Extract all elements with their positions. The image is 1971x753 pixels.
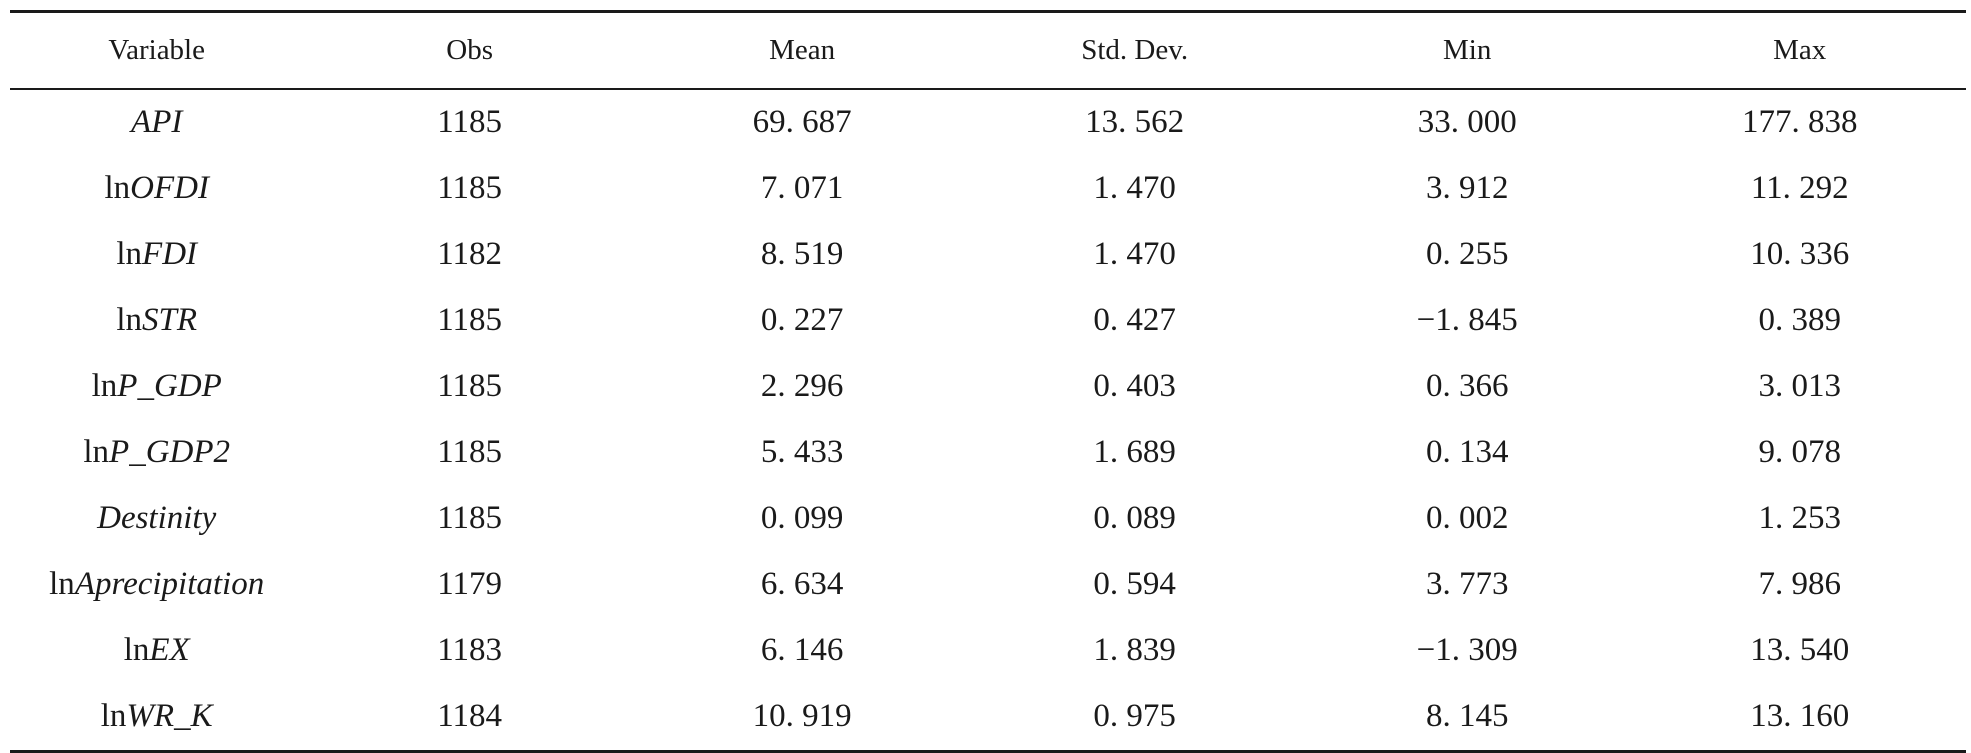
- obs-cell: 1185: [437, 302, 503, 338]
- max-cell: 11. 292: [1750, 170, 1849, 206]
- variable-name: OFDI: [130, 170, 209, 206]
- std-dev-cell: 13. 562: [1085, 104, 1185, 140]
- table-row: lnOFDI 1185 7. 071 1. 470 3. 912 11. 292: [10, 156, 1966, 222]
- table-header-rule: [10, 88, 1966, 90]
- std-dev-cell: 0. 089: [1093, 500, 1176, 536]
- max-cell: 7. 986: [1758, 566, 1841, 602]
- mean-cell: 10. 919: [752, 698, 852, 734]
- std-dev-cell: 0. 975: [1093, 698, 1176, 734]
- variable-cell: API: [10, 104, 303, 141]
- mean-cell: 8. 519: [760, 236, 844, 272]
- obs-cell: 1179: [437, 566, 503, 602]
- variable-cell: lnAprecipitation: [10, 566, 303, 603]
- table-top-rule: [10, 10, 1966, 13]
- min-cell: −1. 845: [1416, 302, 1518, 338]
- table-row: lnFDI 1182 8. 519 1. 470 0. 255 10. 336: [10, 222, 1966, 288]
- max-cell: 13. 160: [1750, 698, 1850, 734]
- std-dev-cell: 1. 470: [1093, 170, 1176, 206]
- variable-cell: lnWR_K: [10, 698, 303, 735]
- mean-cell: 69. 687: [752, 104, 852, 140]
- max-cell: 9. 078: [1758, 434, 1841, 470]
- std-dev-cell: 1. 470: [1093, 236, 1176, 272]
- variable-prefix: ln: [91, 368, 118, 404]
- mean-cell: 0. 099: [760, 500, 844, 536]
- variable-name: WR_K: [126, 698, 213, 734]
- variable-cell: lnP_GDP: [10, 368, 303, 405]
- obs-cell: 1185: [437, 170, 503, 206]
- variable-prefix: ln: [123, 632, 150, 668]
- header-max: Max: [1773, 34, 1827, 66]
- std-dev-cell: 0. 403: [1093, 368, 1176, 404]
- min-cell: 0. 134: [1425, 434, 1509, 470]
- variable-prefix: ln: [83, 434, 110, 470]
- variable-cell: lnSTR: [10, 302, 303, 339]
- obs-cell: 1183: [437, 632, 503, 668]
- min-cell: 3. 773: [1425, 566, 1509, 602]
- obs-cell: 1185: [437, 434, 503, 470]
- variable-prefix: ln: [104, 170, 131, 206]
- obs-cell: 1182: [437, 236, 503, 272]
- mean-cell: 5. 433: [760, 434, 844, 470]
- table-body: API 1185 69. 687 13. 562 33. 000 177. 83…: [10, 90, 1966, 750]
- obs-cell: 1185: [437, 500, 503, 536]
- variable-cell: lnFDI: [10, 236, 303, 273]
- header-mean: Mean: [769, 34, 836, 66]
- variable-name: P_GDP: [117, 368, 222, 404]
- obs-cell: 1185: [437, 104, 503, 140]
- std-dev-cell: 1. 839: [1093, 632, 1176, 668]
- header-variable: Variable: [108, 34, 205, 66]
- std-dev-cell: 1. 689: [1093, 434, 1176, 470]
- min-cell: 0. 002: [1425, 500, 1509, 536]
- mean-cell: 2. 296: [760, 368, 844, 404]
- min-cell: 0. 255: [1425, 236, 1509, 272]
- mean-cell: 7. 071: [760, 170, 844, 206]
- mean-cell: 6. 634: [760, 566, 844, 602]
- std-dev-cell: 0. 427: [1093, 302, 1176, 338]
- variable-prefix: ln: [100, 698, 127, 734]
- max-cell: 177. 838: [1741, 104, 1858, 140]
- header-min: Min: [1443, 34, 1492, 66]
- min-cell: 3. 912: [1425, 170, 1509, 206]
- max-cell: 10. 336: [1750, 236, 1850, 272]
- variable-name: EX: [149, 632, 190, 668]
- min-cell: 0. 366: [1425, 368, 1509, 404]
- table-row: lnEX 1183 6. 146 1. 839 −1. 309 13. 540: [10, 618, 1966, 684]
- max-cell: 1. 253: [1758, 500, 1841, 536]
- table-row: lnAprecipitation 1179 6. 634 0. 594 3. 7…: [10, 552, 1966, 618]
- mean-cell: 6. 146: [760, 632, 844, 668]
- max-cell: 13. 540: [1750, 632, 1850, 668]
- header-obs: Obs: [446, 34, 494, 66]
- table-row: Destinity 1185 0. 099 0. 089 0. 002 1. 2…: [10, 486, 1966, 552]
- variable-cell: lnOFDI: [10, 170, 303, 207]
- min-cell: 33. 000: [1417, 104, 1517, 140]
- std-dev-cell: 0. 594: [1093, 566, 1176, 602]
- variable-cell: Destinity: [10, 500, 303, 537]
- table-row: lnSTR 1185 0. 227 0. 427 −1. 845 0. 389: [10, 288, 1966, 354]
- max-cell: 0. 389: [1758, 302, 1841, 338]
- table-row: lnP_GDP2 1185 5. 433 1. 689 0. 134 9. 07…: [10, 420, 1966, 486]
- min-cell: 8. 145: [1425, 698, 1509, 734]
- statistics-table: Variable Obs Mean Std. Dev. Min Max API …: [10, 10, 1966, 753]
- variable-name: STR: [142, 302, 198, 338]
- variable-name: FDI: [142, 236, 198, 272]
- obs-cell: 1185: [437, 368, 503, 404]
- variable-name: Aprecipitation: [74, 566, 265, 602]
- variable-cell: lnEX: [10, 632, 303, 669]
- variable-prefix: ln: [116, 236, 143, 272]
- table-row: API 1185 69. 687 13. 562 33. 000 177. 83…: [10, 90, 1966, 156]
- obs-cell: 1184: [437, 698, 503, 734]
- header-std-dev: Std. Dev.: [1081, 34, 1189, 66]
- variable-name: Destinity: [97, 500, 217, 536]
- mean-cell: 0. 227: [760, 302, 844, 338]
- variable-cell: lnP_GDP2: [10, 434, 303, 471]
- max-cell: 3. 013: [1758, 368, 1841, 404]
- table-header-row: Variable Obs Mean Std. Dev. Min Max: [10, 13, 1966, 88]
- min-cell: −1. 309: [1416, 632, 1518, 668]
- table-row: lnP_GDP 1185 2. 296 0. 403 0. 366 3. 013: [10, 354, 1966, 420]
- variable-name: P_GDP2: [109, 434, 231, 470]
- variable-prefix: ln: [49, 566, 75, 602]
- variable-prefix: ln: [116, 302, 143, 338]
- table-row: lnWR_K 1184 10. 919 0. 975 8. 145 13. 16…: [10, 684, 1966, 750]
- variable-name: API: [131, 104, 183, 140]
